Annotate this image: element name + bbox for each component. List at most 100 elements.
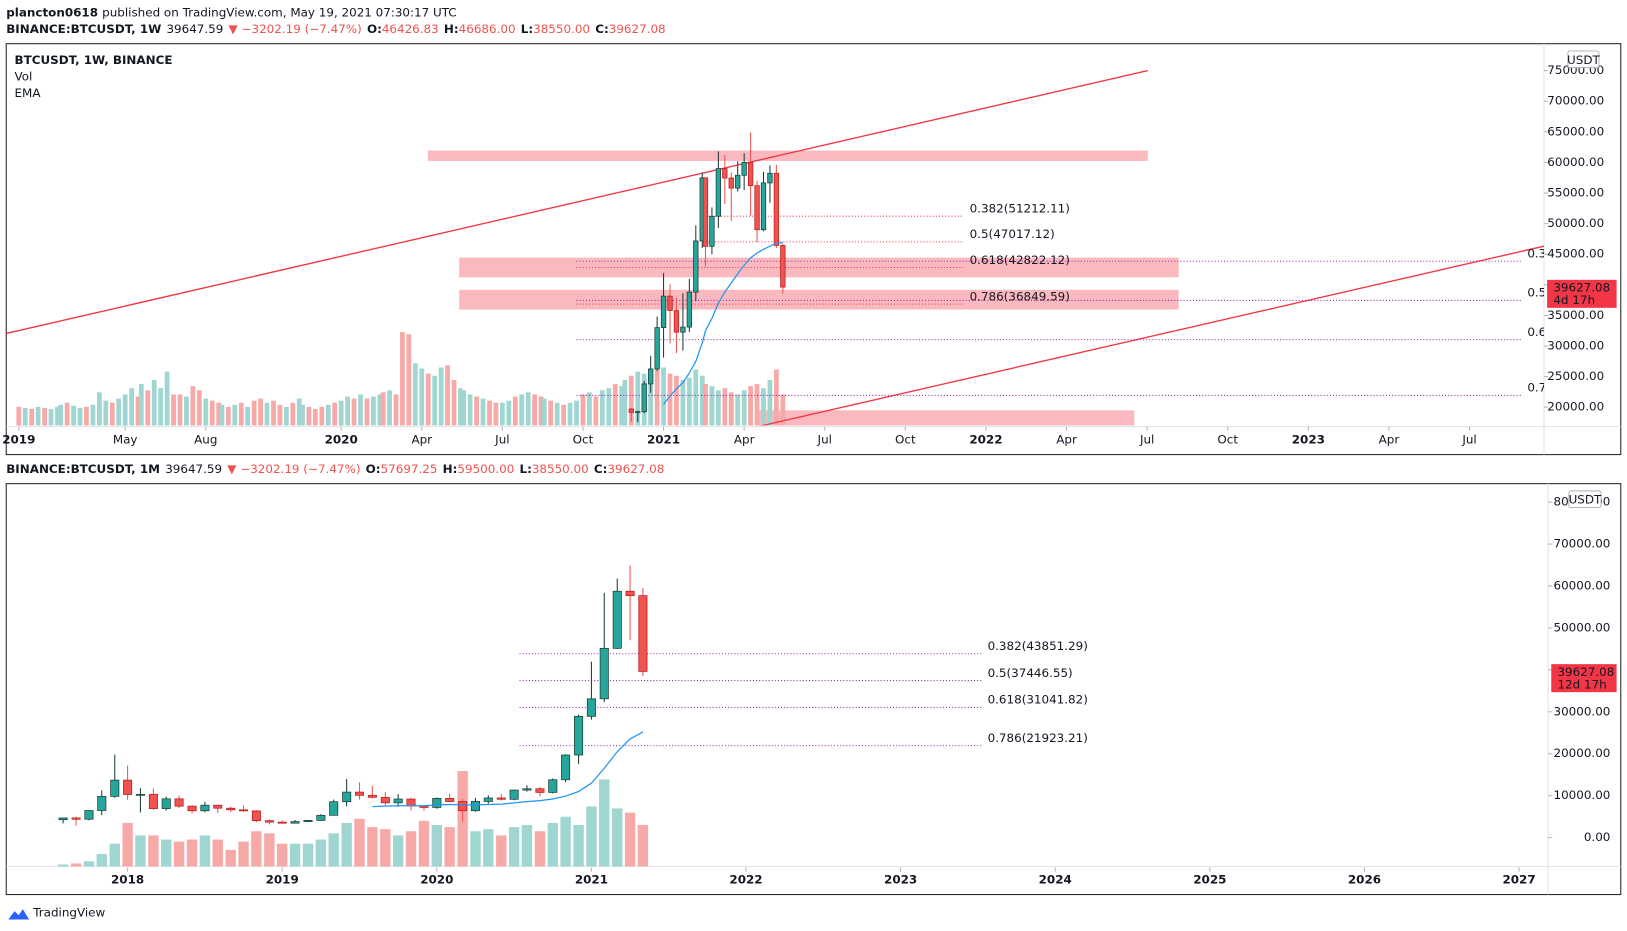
volume-bar xyxy=(380,829,391,867)
volume-bar xyxy=(487,400,492,426)
volume-bar xyxy=(444,827,455,867)
candle-body xyxy=(561,754,571,781)
legend-entry: BTCUSDT, 1W, BINANCE xyxy=(15,53,173,67)
candle-body xyxy=(728,177,734,189)
volume-bar xyxy=(70,863,82,867)
ohlc-value: 46686.00 xyxy=(459,22,516,36)
candle-body xyxy=(754,185,760,231)
candle-body xyxy=(780,245,786,288)
ohlc-label: C: xyxy=(594,462,608,476)
volume-bar xyxy=(277,404,283,426)
candle-body xyxy=(97,795,107,811)
candle-body xyxy=(367,794,377,798)
volume-bar xyxy=(186,839,198,867)
volume-bar xyxy=(371,396,376,426)
volume-bar xyxy=(16,406,22,426)
volume-bar xyxy=(493,402,499,426)
volume-bar xyxy=(135,835,146,867)
volume-bar xyxy=(512,396,518,426)
volume-bar xyxy=(431,825,442,867)
volume-bar xyxy=(392,835,404,867)
volume-bar xyxy=(199,835,211,867)
change: ▼ −3202.19 (−7.47%) xyxy=(227,462,360,476)
volume-bar xyxy=(319,406,325,426)
volume-bar xyxy=(496,835,507,867)
fib-label: 0.786(36849.59) xyxy=(970,289,1070,303)
x-tick-label: Apr xyxy=(411,433,432,447)
x-tick-label: Apr xyxy=(734,433,755,447)
y-tick-label: 10000.00 xyxy=(1554,788,1611,802)
candle-body xyxy=(715,168,722,217)
volume-bar xyxy=(534,831,546,867)
x-tick-label: 2021 xyxy=(647,433,680,447)
candle-body xyxy=(628,408,634,413)
volume-bar xyxy=(754,384,760,426)
volume-bar xyxy=(728,392,734,426)
fib-label: 0.5(37446.55) xyxy=(1527,286,1612,300)
ohlc-value: 38550.00 xyxy=(533,22,590,36)
volume-bar xyxy=(325,404,331,426)
candle-body xyxy=(686,291,692,328)
ohlc-label: H: xyxy=(444,22,459,36)
volume-bar xyxy=(554,402,560,426)
y-tick-label: 30000.00 xyxy=(1554,704,1611,718)
fib-label: 0.5(47017.12) xyxy=(970,227,1055,241)
volume-bar xyxy=(71,405,76,426)
volume-bar xyxy=(116,398,122,426)
candle-body xyxy=(251,810,261,822)
y-tick-label: 25000.00 xyxy=(1547,369,1604,383)
volume-bar xyxy=(451,379,457,426)
volume-bar xyxy=(628,375,634,426)
candle-body xyxy=(693,240,699,293)
x-tick-label: 2019 xyxy=(2,433,35,447)
ohlc-value: 46426.83 xyxy=(382,22,439,36)
volume-bar xyxy=(532,394,537,426)
ohlc-value: 59500.00 xyxy=(457,462,514,476)
candle-body xyxy=(709,215,715,247)
candle-body xyxy=(660,295,667,329)
volume-bar xyxy=(622,379,628,426)
volume-bar xyxy=(138,384,144,426)
y-tick-label: 20000.00 xyxy=(1554,746,1611,760)
candle-body xyxy=(148,793,158,809)
volume-bar xyxy=(57,864,69,867)
volume-bar xyxy=(624,812,636,867)
y-tick-label: 65000.00 xyxy=(1547,124,1604,138)
volume-bar xyxy=(171,394,176,426)
volume-bar xyxy=(225,406,231,426)
volume-bar xyxy=(177,394,183,426)
candle-body xyxy=(496,797,506,800)
ohlc-value: 57697.25 xyxy=(381,462,438,476)
candle-body xyxy=(329,801,339,816)
volume-bar xyxy=(748,386,753,426)
ema-line xyxy=(372,731,644,808)
ohlc-label: O: xyxy=(366,462,381,476)
candle-body xyxy=(277,821,287,824)
volume-bar xyxy=(289,843,301,867)
volume-bar xyxy=(96,854,107,867)
volume-bar xyxy=(593,396,599,426)
candle-body xyxy=(110,779,120,797)
fib-label: 0.618(31041.82) xyxy=(988,693,1088,707)
volume-bar xyxy=(767,379,773,426)
price-badge xyxy=(1551,664,1617,693)
volume-bar xyxy=(405,831,417,867)
volume-bar xyxy=(709,386,715,426)
volume-bar xyxy=(587,392,592,426)
x-tick-label: May xyxy=(113,433,138,447)
footer-brand: TradingView xyxy=(32,906,105,920)
volume-bar xyxy=(432,375,438,426)
candle-body xyxy=(641,383,647,413)
y-tick-label: 70000.00 xyxy=(1554,537,1611,551)
volume-bar xyxy=(637,825,649,867)
volume-bar xyxy=(722,388,728,426)
ohlc-label: O: xyxy=(367,22,382,36)
volume-bar xyxy=(519,394,525,426)
currency-label: USDT xyxy=(1567,53,1600,67)
tradingview-logo xyxy=(8,909,30,920)
volume-bar xyxy=(122,394,128,426)
volume-bar xyxy=(271,400,276,426)
volume-bar xyxy=(693,369,699,426)
y-tick-label: 0.00 xyxy=(1584,830,1611,844)
y-tick-label: 50000.00 xyxy=(1547,216,1604,230)
